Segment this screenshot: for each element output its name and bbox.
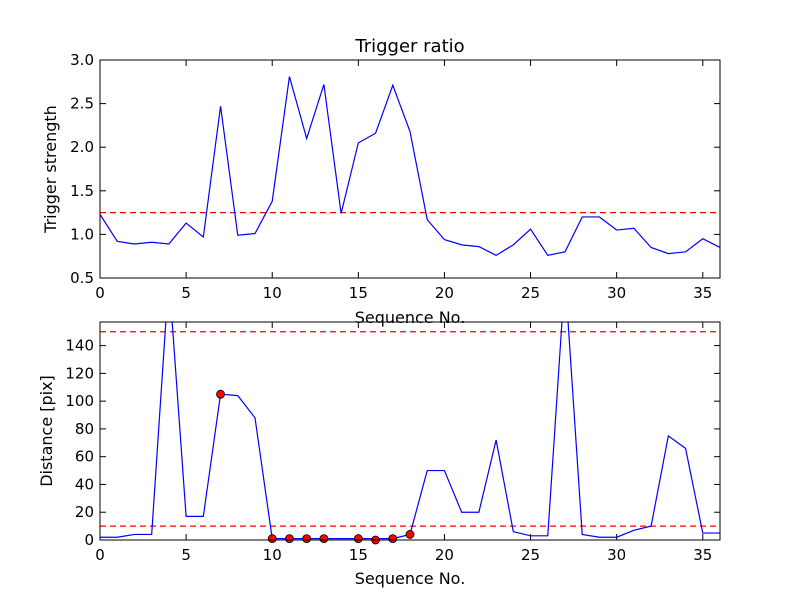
x-tick-label: 10 (263, 284, 282, 302)
y-tick-label: 140 (65, 337, 94, 355)
highlight-marker (405, 530, 415, 539)
x-tick-label: 5 (181, 284, 191, 302)
x-tick-label: 35 (693, 546, 712, 564)
marker-group (216, 389, 415, 545)
y-tick-label: 2.5 (70, 95, 94, 113)
x-axis-label: Sequence No. (355, 308, 466, 327)
highlight-marker (285, 534, 294, 544)
x-tick-label: 15 (349, 284, 368, 302)
x-tick-label: 30 (607, 284, 626, 302)
y-tick-label: 40 (75, 475, 94, 493)
highlight-marker (319, 534, 329, 544)
y-axis-label: Trigger strength (41, 105, 60, 234)
y-tick-label: 1.0 (70, 225, 94, 243)
y-tick-label: 120 (65, 364, 94, 382)
x-tick-label: 25 (521, 546, 540, 564)
y-tick-label: 20 (75, 503, 94, 521)
y-tick-label: 60 (75, 448, 94, 466)
plot-frame (99, 321, 721, 541)
highlight-marker (267, 534, 277, 544)
x-tick-label: 15 (349, 546, 368, 564)
y-tick-label: 3.0 (70, 51, 94, 69)
y-axis-label: Distance [pix] (37, 375, 56, 487)
highlight-marker (302, 534, 312, 544)
plot-frame (99, 59, 721, 279)
x-tick-label: 35 (693, 284, 712, 302)
chart-title: Trigger ratio (354, 36, 464, 57)
x-tick-label: 20 (435, 284, 454, 302)
y-tick-label: 80 (75, 420, 94, 438)
y-tick-label: 0.5 (70, 269, 94, 287)
tick-group: 0 5 10 15 20 25 30 35 0.5 1.0 1.5 2.0 2.5 3.0 (70, 51, 720, 302)
x-tick-label: 25 (521, 284, 540, 302)
series-line (100, 76, 720, 257)
y-tick-label: 0 (84, 531, 94, 549)
x-tick-label: 5 (181, 546, 191, 564)
x-tick-label: 10 (263, 546, 282, 564)
y-tick-label: 2.0 (70, 138, 94, 156)
highlight-marker (353, 534, 363, 544)
x-tick-label: 0 (95, 546, 105, 564)
highlight-marker (216, 389, 225, 399)
x-axis-label: Sequence No. (355, 569, 466, 588)
y-tick-label: 100 (65, 392, 94, 410)
threshold-group (100, 331, 720, 527)
x-tick-label: 0 (95, 284, 105, 302)
tick-group: 0 5 10 15 20 25 30 35 0 20 40 60 80 100 120 140 (65, 322, 720, 564)
highlight-marker (388, 534, 398, 544)
series-group (100, 76, 720, 257)
x-tick-label: 20 (435, 546, 454, 564)
y-tick-label: 1.5 (70, 182, 94, 200)
x-tick-label: 30 (607, 546, 626, 564)
distance-panel: Distance [pix] Sequence No. 0 5 10 15 20 25 30… (37, 321, 721, 588)
